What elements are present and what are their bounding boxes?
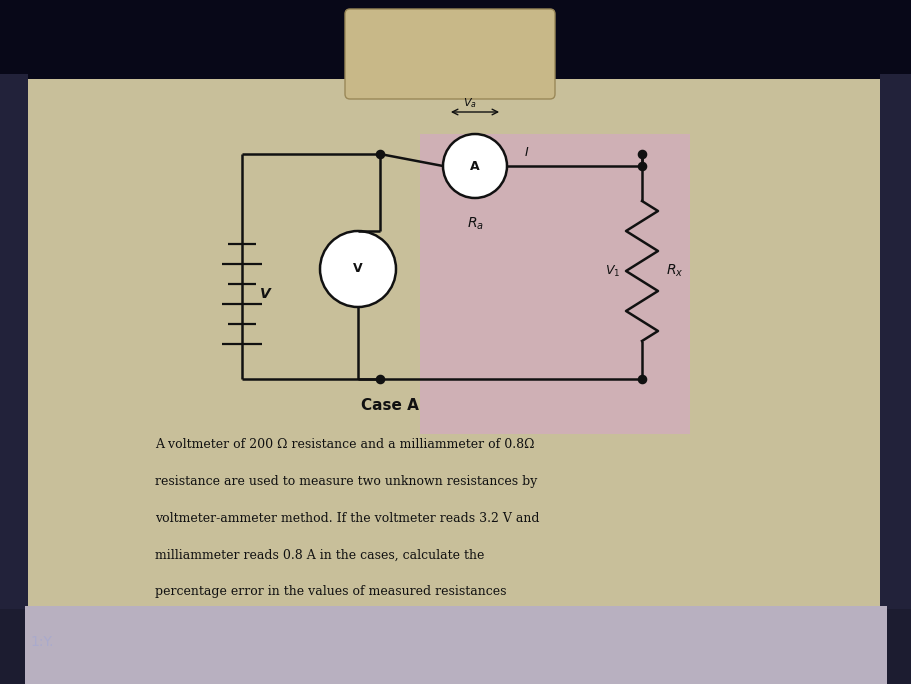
Circle shape	[320, 231, 395, 307]
Bar	[879, 74, 911, 609]
Text: A: A	[470, 159, 479, 172]
Point	[634, 373, 649, 384]
Circle shape	[443, 134, 507, 198]
Text: Case A: Case A	[361, 399, 418, 414]
Text: $R_x$: $R_x$	[665, 263, 682, 279]
Bar	[25, 79, 886, 609]
Bar	[25, 606, 886, 684]
Text: resistance are used to measure two unknown resistances by: resistance are used to measure two unkno…	[155, 475, 537, 488]
Bar	[420, 134, 690, 434]
Text: milliammeter reads 0.8 A in the cases, calculate the: milliammeter reads 0.8 A in the cases, c…	[155, 549, 484, 562]
Text: A voltmeter of 200 Ω resistance and a milliammeter of 0.8Ω: A voltmeter of 200 Ω resistance and a mi…	[155, 438, 534, 451]
Text: 1:Y.: 1:Y.	[30, 635, 54, 649]
Text: $V_1$: $V_1$	[604, 263, 619, 278]
Text: V: V	[260, 287, 271, 301]
Text: $V_a$: $V_a$	[463, 96, 476, 110]
Text: voltmeter-ammeter method. If the voltmeter reads 3.2 V and: voltmeter-ammeter method. If the voltmet…	[155, 512, 539, 525]
Point	[373, 373, 387, 384]
Bar	[0, 0, 911, 95]
FancyBboxPatch shape	[344, 9, 555, 99]
Text: I: I	[525, 146, 528, 159]
Text: percentage error in the values of measured resistances: percentage error in the values of measur…	[155, 586, 506, 598]
Point	[373, 148, 387, 159]
Text: $R_a$: $R_a$	[466, 216, 483, 233]
Point	[634, 148, 649, 159]
Point	[634, 161, 649, 172]
Text: V: V	[353, 263, 363, 276]
Bar	[0, 74, 28, 609]
